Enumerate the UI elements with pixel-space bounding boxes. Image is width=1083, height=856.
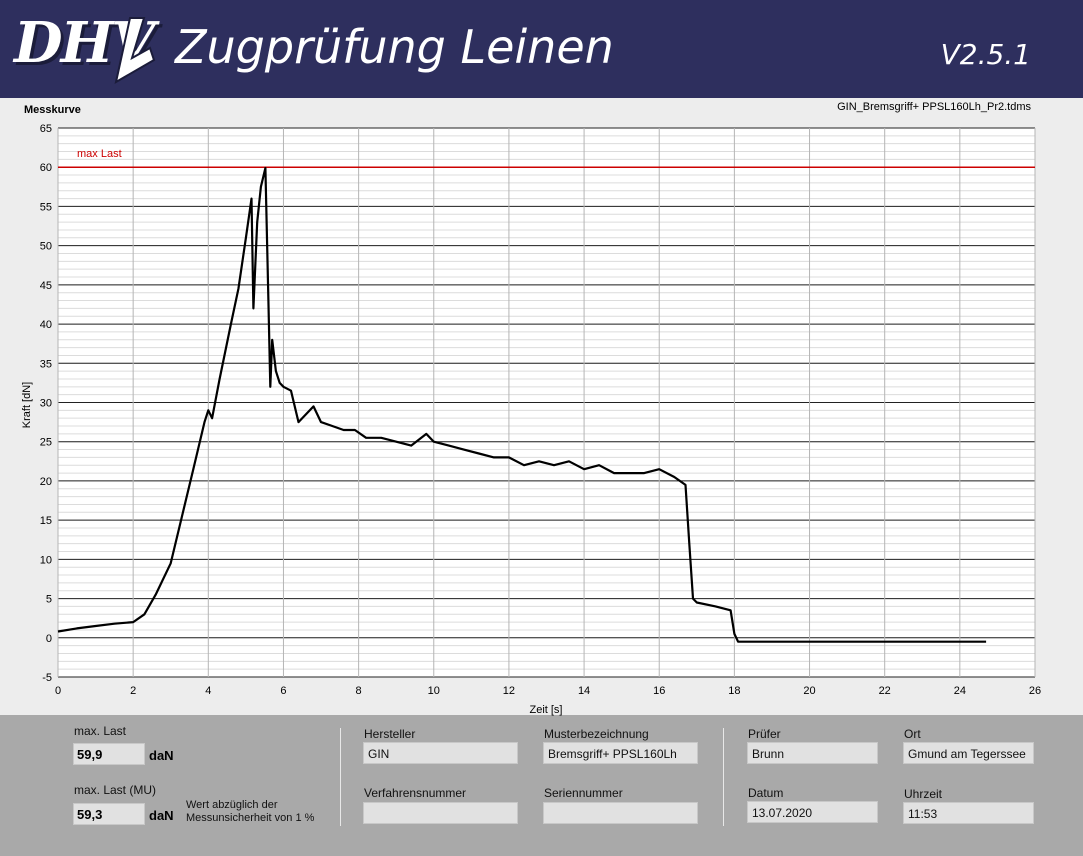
major-grid	[57, 127, 1036, 678]
x-tick-label: 24	[954, 685, 966, 697]
y-tick-label: 30	[40, 398, 52, 410]
measurement-chart: 0 2 4 6 8 10 12 14 16 18 20 22 24 26 -505101520253035…	[21, 123, 1041, 716]
force-curve	[57, 166, 987, 643]
max-load-threshold-label: max Last	[77, 148, 122, 160]
x-axis-label: Zeit [s]	[529, 704, 562, 716]
y-tick-label: 15	[40, 515, 52, 527]
x-tick-label: 22	[879, 685, 891, 697]
file-name: GIN_Bremsgriff+ PPSL160Lh_Pr2.tdms	[837, 101, 1031, 113]
y-axis-label: Kraft [dN]	[21, 382, 33, 428]
verfahrensnummer-label: Verfahrensnummer	[364, 786, 467, 800]
max-load-unit: daN	[149, 748, 174, 763]
y-tick-label: 10	[40, 554, 52, 566]
divider-right	[723, 728, 724, 826]
y-tick-label: 55	[40, 201, 52, 213]
x-tick-label: 18	[728, 685, 740, 697]
mu-note-line2: Messunsicherheit von 1 %	[186, 812, 315, 824]
y-tick-label: -5	[42, 672, 52, 684]
x-tick-label: 6	[280, 685, 286, 697]
hersteller-field[interactable]: GIN	[363, 742, 518, 764]
y-tick-label: 20	[40, 476, 52, 488]
datum-field[interactable]: 13.07.2020	[747, 801, 878, 823]
max-load-label: max. Last	[74, 724, 127, 738]
seriennummer-label: Seriennummer	[544, 786, 623, 800]
hersteller-label: Hersteller	[364, 727, 416, 741]
y-tick-label: 60	[40, 162, 52, 174]
divider-left	[340, 728, 341, 826]
x-tick-label: 2	[130, 685, 136, 697]
y-tick-label: 25	[40, 437, 52, 449]
y-tick-labels: -5 0 5 10 15 20 25 30 35 40 45 50 55 60 65	[40, 123, 52, 684]
x-tick-labels: 0 2 4 6 8 10 12 14 16 18 20 22 24 26	[55, 685, 1041, 697]
musterbezeichnung-field[interactable]: Bremsgriff+ PPSL160Lh	[543, 742, 698, 764]
verfahrensnummer-field[interactable]	[363, 802, 518, 824]
chart-label: Messkurve	[24, 104, 81, 116]
logo-hook-icon	[114, 17, 156, 85]
uhrzeit-field[interactable]: 11:53	[903, 802, 1034, 824]
musterbezeichnung-label: Musterbezeichnung	[544, 727, 649, 741]
x-tick-label: 8	[356, 685, 362, 697]
x-tick-label: 4	[205, 685, 211, 697]
y-tick-label: 45	[40, 280, 52, 292]
max-load-mu-value: 59,3	[73, 803, 145, 825]
max-load-mu-label: max. Last (MU)	[74, 783, 157, 797]
datum-label: Datum	[748, 786, 784, 800]
app-header: DHV Zugprüfung Leinen V2.5.1	[0, 0, 1083, 98]
app-version: V2.5.1	[940, 38, 1031, 71]
x-tick-label: 12	[503, 685, 515, 697]
seriennummer-field[interactable]	[543, 802, 698, 824]
y-tick-label: 0	[46, 633, 52, 645]
y-tick-label: 65	[40, 123, 52, 135]
app-title: Zugprüfung Leinen	[175, 20, 614, 74]
x-tick-label: 16	[653, 685, 665, 697]
mu-note-line1: Wert abzüglich der	[186, 799, 278, 811]
x-tick-label: 26	[1029, 685, 1041, 697]
y-tick-label: 35	[40, 358, 52, 370]
pruefer-field[interactable]: Brunn	[747, 742, 878, 764]
max-load-mu-unit: daN	[149, 808, 174, 823]
x-tick-label: 10	[428, 685, 440, 697]
x-tick-label: 20	[803, 685, 815, 697]
y-tick-label: 50	[40, 241, 52, 253]
ort-field[interactable]: Gmund am Tegerssee	[903, 742, 1034, 764]
x-tick-label: 0	[55, 685, 61, 697]
y-tick-label: 5	[46, 594, 52, 606]
pruefer-label: Prüfer	[748, 727, 781, 741]
max-load-value: 59,9	[73, 743, 145, 765]
y-tick-label: 40	[40, 319, 52, 331]
x-tick-label: 14	[578, 685, 590, 697]
ort-label: Ort	[904, 727, 921, 741]
uhrzeit-label: Uhrzeit	[904, 787, 943, 801]
